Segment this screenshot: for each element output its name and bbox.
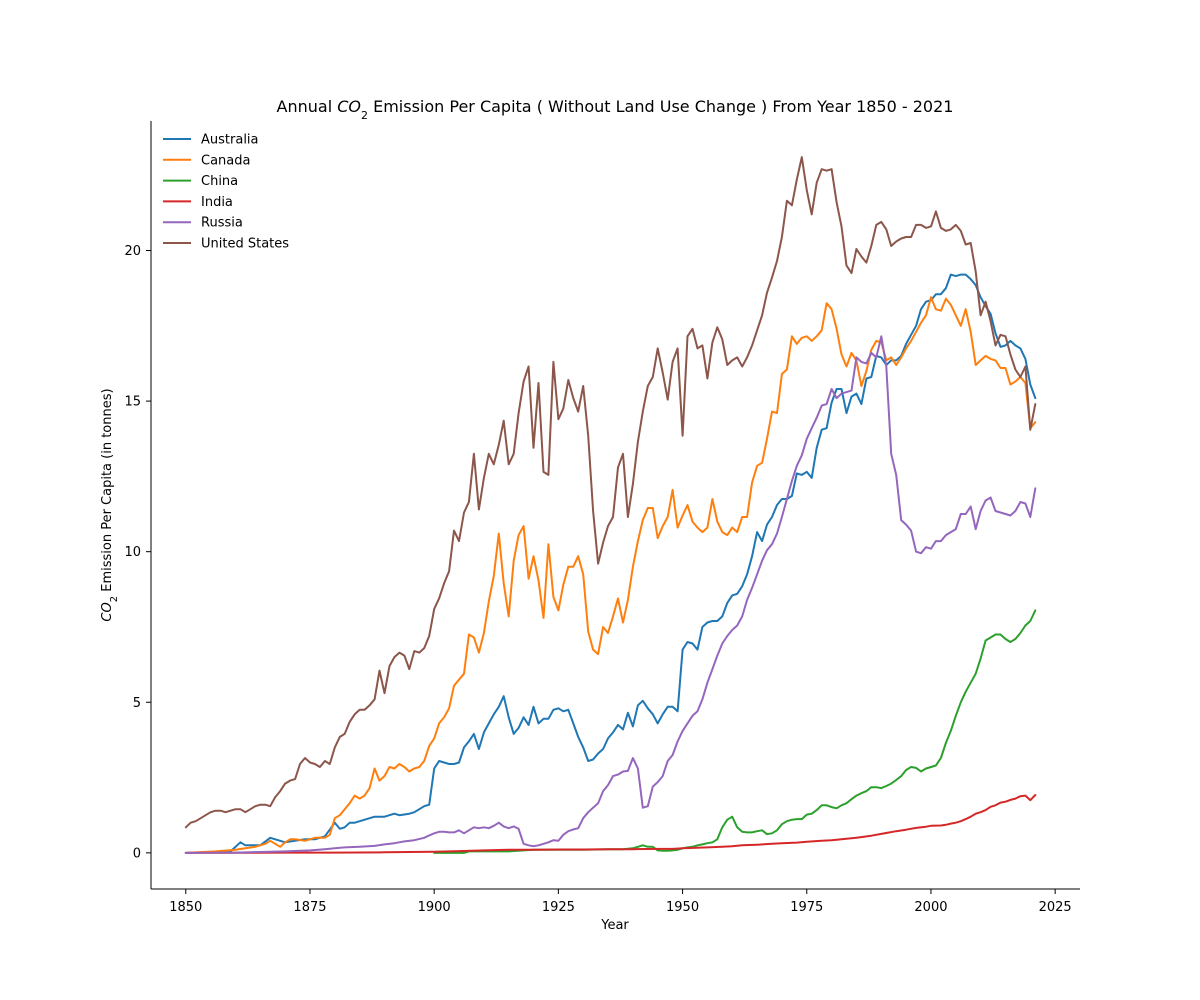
series-line-canada <box>184 296 1037 854</box>
chart-title-co2-subscript: 2 <box>361 109 368 122</box>
series-line-united-states <box>184 156 1037 829</box>
x-tick-label: 2025 <box>1039 900 1072 915</box>
chart-title-suffix: Emission Per Capita ( Without Land Use C… <box>368 97 953 116</box>
x-tick-label: 1900 <box>418 900 451 915</box>
chart-title-co2: CO <box>337 97 361 116</box>
legend-label-india: India <box>201 195 233 210</box>
x-tick-label: 1875 <box>293 900 326 915</box>
legend: Australia Canada China India Russia United St… <box>163 133 289 252</box>
x-tick-label: 1950 <box>666 900 699 915</box>
chart-title: Annual CO2 Emission Per Capita ( Without… <box>277 97 954 122</box>
series-line-india <box>184 794 1037 854</box>
series-line-china <box>433 609 1037 854</box>
legend-label-russia: Russia <box>201 216 243 231</box>
legend-label-australia: Australia <box>201 133 259 148</box>
y-tick-label: 5 <box>133 696 141 711</box>
y-axis-title: CO2 Emission Per Capita (in tonnes) <box>100 388 120 621</box>
x-ticks: 1850 1875 1900 1925 1950 1975 2000 2025 <box>169 889 1072 915</box>
plot-lines <box>184 156 1037 854</box>
y-tick-label: 20 <box>124 244 141 259</box>
y-ticks: 0 5 10 15 20 <box>124 244 151 861</box>
y-tick-label: 10 <box>124 545 141 560</box>
series-line-australia <box>184 273 1037 854</box>
chart-title-prefix: Annual <box>277 97 338 116</box>
legend-label-canada: Canada <box>201 153 250 168</box>
legend-label-china: China <box>201 174 238 189</box>
x-axis-title: Year <box>600 918 629 933</box>
x-tick-label: 1850 <box>169 900 202 915</box>
y-axis-title-suffix: Emission Per Capita (in tonnes) <box>100 388 115 596</box>
y-axis-title-co2: CO <box>100 602 115 621</box>
x-tick-label: 1925 <box>542 900 575 915</box>
x-tick-label: 1975 <box>790 900 823 915</box>
y-tick-label: 15 <box>124 395 141 410</box>
legend-label-united-states: United States <box>201 237 289 252</box>
y-axis-title-co2-subscript: 2 <box>109 596 120 602</box>
y-tick-label: 0 <box>133 846 141 861</box>
series-line-russia <box>184 335 1037 854</box>
x-tick-label: 2000 <box>914 900 947 915</box>
